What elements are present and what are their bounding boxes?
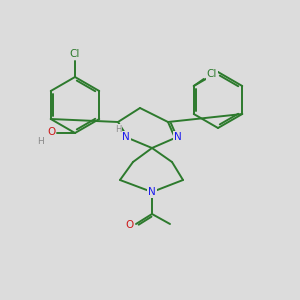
Text: H: H <box>115 124 121 134</box>
Text: O: O <box>126 220 134 230</box>
Text: N: N <box>148 187 156 197</box>
Text: Cl: Cl <box>70 49 80 59</box>
Text: O: O <box>47 127 55 137</box>
Text: H: H <box>38 136 44 146</box>
Text: Cl: Cl <box>207 69 217 79</box>
Text: N: N <box>174 132 182 142</box>
Text: N: N <box>122 132 130 142</box>
